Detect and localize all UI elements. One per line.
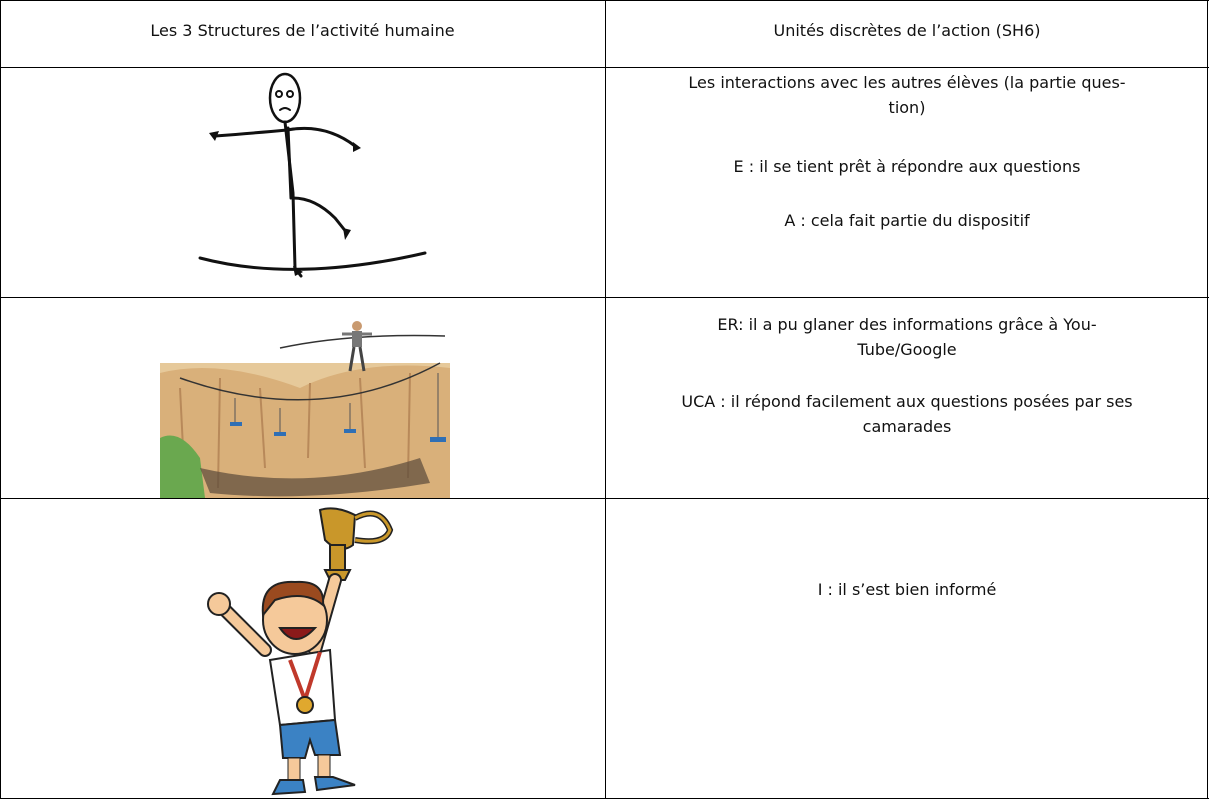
row-divider xyxy=(0,67,1209,68)
cell-text: A : cela fait partie du dispositif xyxy=(784,211,1030,230)
table-border xyxy=(0,0,1,799)
table-border xyxy=(1207,0,1208,799)
cell-text: Tube/Google xyxy=(857,340,957,359)
tightrope-illustration xyxy=(160,321,450,498)
cell-text: ER: il a pu glaner des informations grâc… xyxy=(717,315,1097,334)
row-divider xyxy=(0,498,1209,499)
cell-text: E : il se tient prêt à répondre aux ques… xyxy=(733,157,1081,176)
column-divider xyxy=(605,0,606,799)
header-cell: Unités discrètes de l’action (SH6) xyxy=(773,21,1041,40)
trophy-boy-illustration xyxy=(207,507,394,796)
cell-text: I : il s’est bien informé xyxy=(817,580,997,599)
cell-text: Les interactions avec les autres élèves … xyxy=(688,73,1126,92)
cell-text: tion) xyxy=(888,98,926,117)
table-border xyxy=(0,0,1209,1)
header-cell: Les 3 Structures de l’activité humaine xyxy=(150,21,455,40)
cell-text: camarades xyxy=(862,417,952,436)
cell-text: UCA : il répond facilement aux questions… xyxy=(681,392,1133,411)
row-divider xyxy=(0,297,1209,298)
stick-figure-illustration xyxy=(198,72,427,278)
